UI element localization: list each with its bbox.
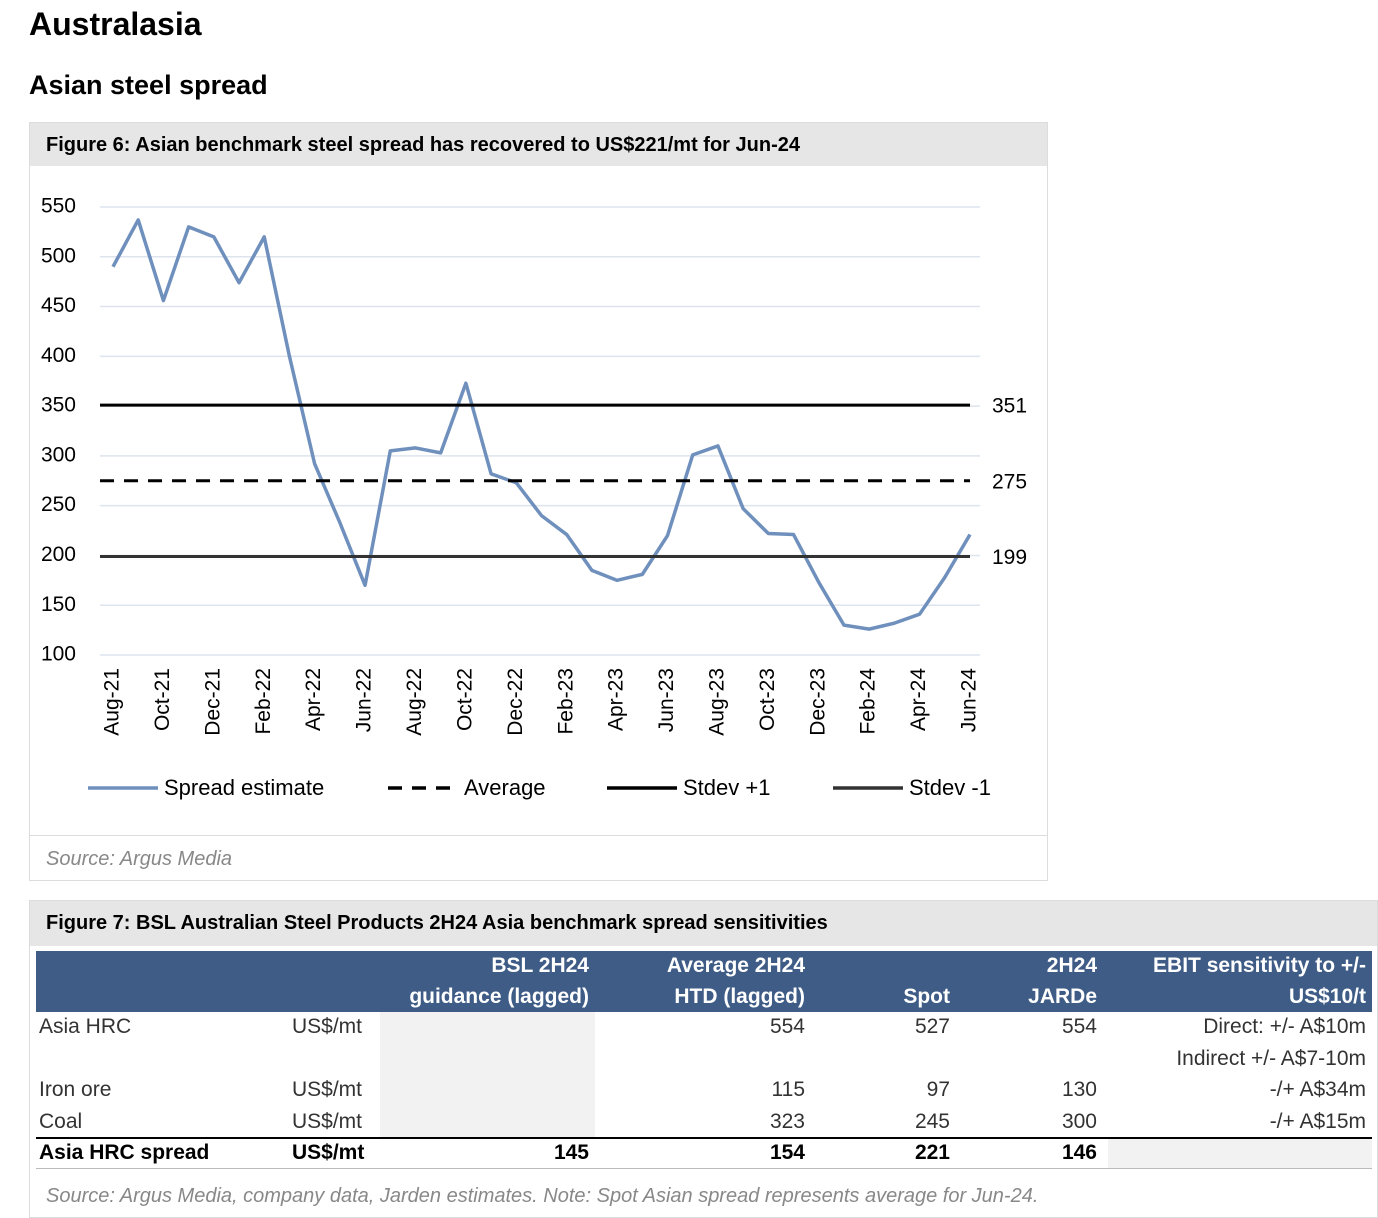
table-cell: 527 [914, 1015, 950, 1038]
table-cell: 154 [769, 1141, 805, 1164]
y-tick-label: 100 [41, 643, 76, 666]
subheading: Asian steel spread [29, 70, 268, 100]
x-tick-label: Dec-22 [504, 668, 527, 736]
x-tick-label: Jun-23 [655, 668, 678, 732]
divider [29, 835, 1048, 836]
figure-title: Figure 7: BSL Australian Steel Products … [46, 912, 828, 934]
x-tick-label: Oct-23 [756, 668, 779, 731]
row-label: Asia HRC [39, 1015, 132, 1038]
x-tick-label: Jun-22 [353, 668, 376, 732]
column-header: 2H24 [1046, 954, 1097, 977]
figure-header [30, 901, 1377, 946]
table-cell: -/+ A$15m [1269, 1109, 1366, 1133]
column-header: EBIT sensitivity to +/- [1153, 954, 1366, 977]
table-source: Source: Argus Media, company data, Jarde… [46, 1185, 1039, 1207]
table-cell: 145 [553, 1141, 589, 1164]
y-tick-label: 200 [41, 543, 76, 566]
table-cell: 554 [769, 1015, 805, 1038]
table-header [36, 951, 1372, 1012]
y-tick-label: 450 [41, 294, 76, 317]
row-unit: US$/mt [292, 1078, 363, 1101]
x-tick-label: Dec-23 [806, 668, 829, 736]
x-tick-label: Jun-24 [958, 668, 981, 733]
x-tick-label: Aug-21 [101, 668, 124, 736]
legend-label: Average [464, 775, 546, 800]
table-cell: 130 [1061, 1078, 1097, 1101]
column-header: guidance (lagged) [409, 985, 589, 1008]
column-header: HTD (lagged) [674, 985, 805, 1008]
column-header: Average 2H24 [666, 954, 805, 977]
table-cell: 97 [926, 1078, 950, 1101]
column-header: Spot [903, 985, 950, 1008]
y-tick-label: 350 [41, 394, 76, 417]
reference-label: 199 [992, 546, 1027, 569]
row-unit: US$/mt [292, 1015, 363, 1038]
shaded-cell [380, 1012, 595, 1137]
heading: Australasia [29, 6, 202, 42]
table-cell: 115 [771, 1078, 805, 1101]
x-tick-label: Feb-23 [554, 668, 577, 735]
row-label: Coal [39, 1109, 83, 1133]
total-rule [36, 1137, 1372, 1139]
legend-label: Spread estimate [164, 775, 324, 800]
table-cell: Indirect +/- A$7-10m [1176, 1047, 1366, 1070]
x-tick-label: Apr-24 [907, 668, 930, 731]
table-cell: Direct: +/- A$10m [1203, 1015, 1366, 1038]
x-tick-label: Aug-23 [705, 668, 728, 736]
chart: 100 150 200 250 300 350 400 450 500 550 Aug-21 Oct-… [41, 195, 1027, 800]
column-header: JARDe [1028, 985, 1097, 1008]
x-tick-label: Feb-24 [857, 668, 880, 735]
y-tick-label: 150 [41, 593, 76, 616]
y-tick-label: 300 [41, 443, 76, 466]
table-cell: 221 [914, 1141, 950, 1164]
x-tick-label: Oct-21 [151, 668, 174, 731]
table-rule [36, 1168, 1372, 1169]
x-tick-label: Aug-22 [403, 668, 426, 736]
data-line [111, 218, 972, 631]
y-tick-label: 550 [41, 195, 76, 218]
y-tick-label: 500 [41, 244, 76, 267]
total-label: Asia HRC spread [39, 1141, 210, 1164]
y-tick-label: 400 [41, 344, 76, 367]
table-cell: 245 [914, 1109, 950, 1133]
legend-label: Stdev -1 [909, 775, 991, 800]
figure-source: Source: Argus Media [46, 848, 233, 870]
row-unit: US$/mt [292, 1109, 363, 1133]
reference-label: 351 [992, 395, 1027, 418]
row-label: Iron ore [39, 1078, 112, 1101]
table-cell: 146 [1061, 1141, 1097, 1164]
x-tick-label: Oct-22 [453, 668, 476, 731]
table-cell: -/+ A$34m [1269, 1078, 1366, 1101]
table-cell: 323 [769, 1109, 805, 1133]
figure-box [29, 122, 1048, 881]
legend-label: Stdev +1 [683, 775, 770, 800]
figure-title: Figure 6: Asian benchmark steel spread h… [46, 134, 800, 156]
total-unit: US$/mt [292, 1141, 365, 1164]
column-header: US$10/t [1288, 985, 1366, 1008]
table-cell: 554 [1061, 1015, 1097, 1038]
figure-header [30, 123, 1047, 166]
table-cell: 300 [1061, 1109, 1097, 1133]
x-tick-label: Apr-22 [302, 668, 325, 731]
y-tick-label: 250 [41, 493, 76, 516]
reference-label: 275 [992, 470, 1027, 493]
shaded-cell [1108, 1139, 1372, 1168]
x-tick-label: Feb-22 [252, 668, 275, 735]
x-tick-label: Apr-23 [605, 668, 628, 731]
column-header: BSL 2H24 [491, 954, 589, 977]
x-tick-label: Dec-21 [201, 668, 224, 736]
